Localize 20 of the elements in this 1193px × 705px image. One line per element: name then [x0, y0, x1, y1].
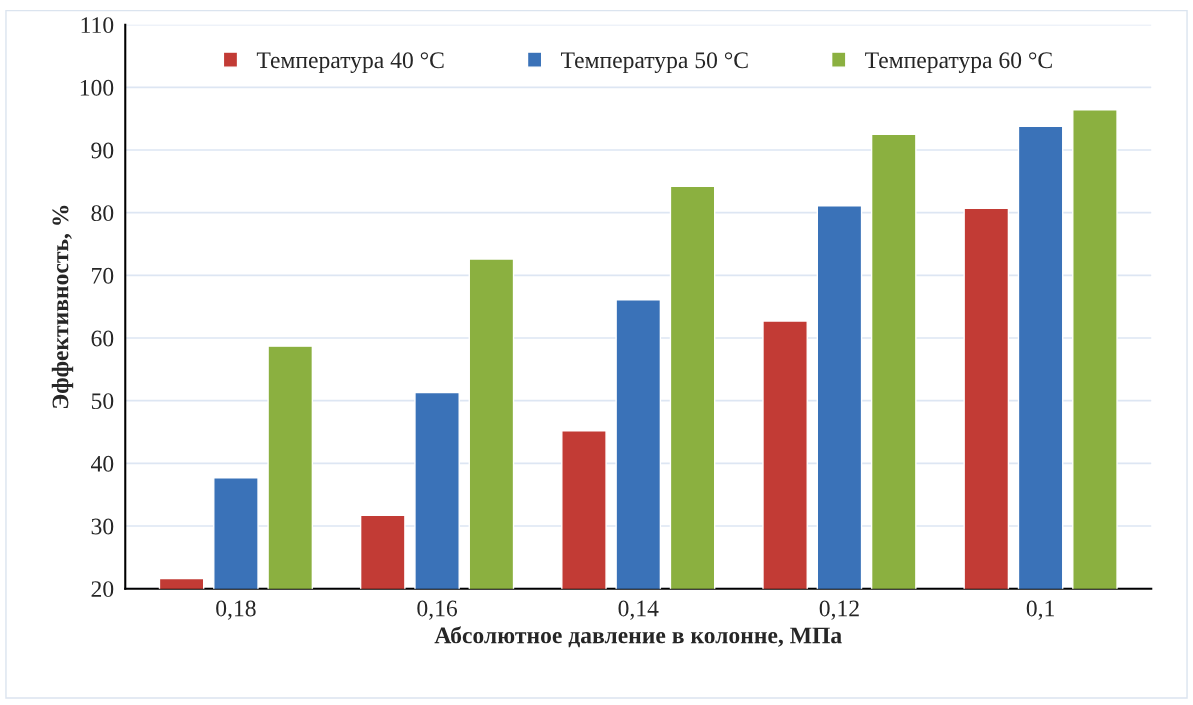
- x-axis-title: Абсолютное давление в колонне, МПа: [434, 626, 842, 648]
- y-tick-label: 20: [91, 581, 114, 598]
- legend-label: Температура 60 °C: [865, 52, 1052, 74]
- y-tick-label: 30: [91, 518, 114, 535]
- y-tick-label: 90: [91, 142, 114, 159]
- x-tick-label: 0,14: [618, 600, 659, 620]
- x-tick-label: 0,12: [819, 600, 859, 620]
- x-tick-label: 0,18: [216, 600, 256, 620]
- legend-label: Температура 40 °C: [256, 52, 444, 74]
- y-tick-label: 100: [80, 79, 114, 96]
- y-tick-label: 80: [91, 205, 114, 222]
- y-tick-label: 110: [81, 17, 114, 34]
- y-axis-title: Эффективность, %: [51, 205, 74, 409]
- legend-label: Температура 50 °C: [560, 52, 748, 74]
- y-tick-label: 70: [92, 267, 114, 284]
- x-tick-label: 0,16: [417, 600, 458, 620]
- x-tick-label: 0,1: [1026, 600, 1054, 620]
- y-tick-label: 50: [91, 393, 114, 410]
- y-tick-label: 40: [91, 455, 114, 472]
- y-tick-label: 60: [91, 330, 114, 347]
